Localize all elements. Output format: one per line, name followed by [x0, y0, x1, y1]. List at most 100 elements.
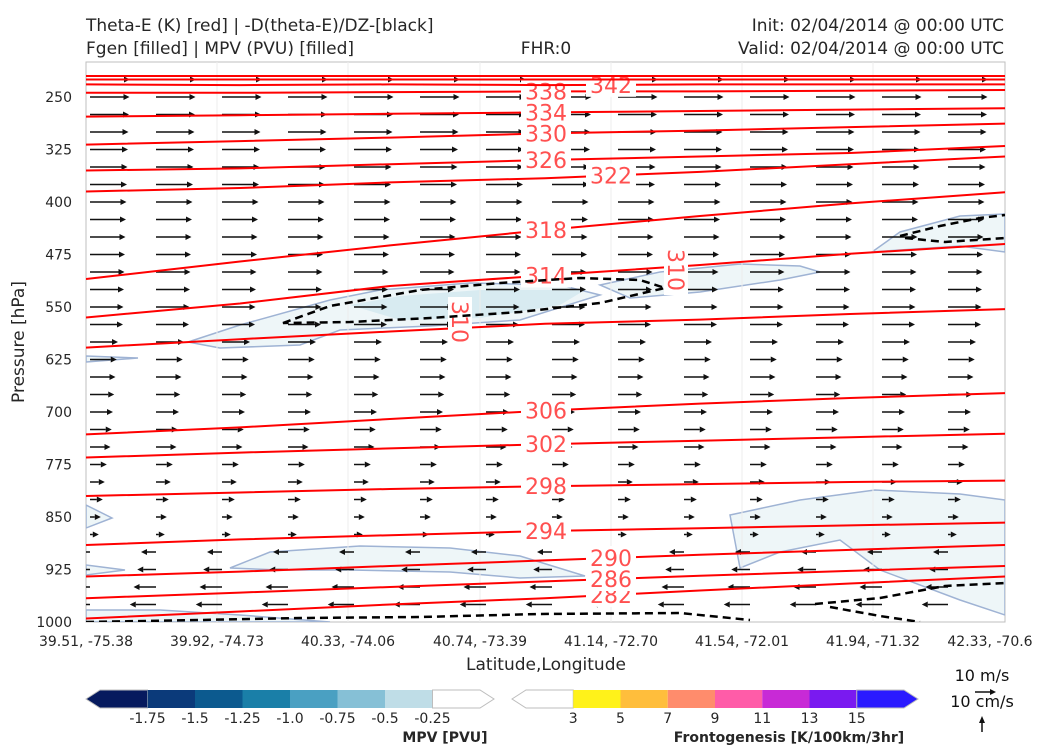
wind-vector	[354, 234, 390, 240]
colorbar-segment	[290, 690, 338, 708]
wind-vector	[420, 129, 459, 135]
contour-label: 322	[590, 165, 632, 190]
wind-vector	[948, 164, 986, 170]
colorbar-tick-label: 9	[711, 711, 720, 727]
wind-vector	[750, 496, 763, 503]
wind-vector	[90, 409, 113, 415]
wind-vector	[816, 426, 838, 433]
fgen-colorbar: 3 5 7 9 11 13 15	[511, 689, 919, 727]
wind-vector	[618, 531, 627, 538]
wind-vector	[90, 146, 128, 153]
wind-vector	[882, 356, 909, 363]
wind-vector	[948, 234, 984, 240]
wind-vector	[684, 374, 710, 380]
theta-e-contour	[86, 155, 1005, 193]
mpv-region	[729, 489, 1005, 616]
wind-vector	[750, 251, 785, 258]
wind-vector	[816, 444, 837, 450]
colorbar-segment	[573, 690, 621, 708]
wind-vector	[948, 286, 982, 293]
wind-vector	[354, 514, 365, 520]
y-tick-label: 700	[45, 405, 72, 421]
wind-vector	[684, 234, 720, 240]
wind-vector	[684, 461, 701, 468]
mpv-region	[86, 564, 126, 576]
wind-vector	[420, 496, 433, 503]
contour-label-bg	[521, 100, 571, 125]
wind-vector	[354, 339, 382, 345]
wind-vector	[816, 461, 833, 468]
wind-vector	[288, 321, 321, 328]
wind-vector	[288, 286, 322, 293]
wind-vector	[222, 129, 261, 135]
wind-vector	[222, 216, 258, 223]
wind-vector	[486, 234, 522, 240]
contour-label-bg	[586, 567, 636, 592]
colorbar-segment	[432, 689, 495, 709]
wind-vector	[618, 304, 652, 310]
colorbar-tick-label: -1.5	[181, 711, 208, 727]
wind-vector	[684, 426, 706, 433]
wind-vector	[156, 374, 182, 380]
wind-vector	[86, 551, 90, 553]
x-tick-label: 39.51, -75.38	[39, 634, 133, 650]
wind-vector	[420, 269, 455, 275]
wind-vector	[288, 444, 309, 450]
wind-vector	[665, 566, 684, 573]
wind-vector	[405, 549, 420, 555]
wind-vector	[882, 496, 895, 503]
wind-vector	[750, 321, 783, 328]
wind-vector	[90, 391, 115, 398]
wind-vector	[797, 566, 816, 573]
wind-vector	[816, 391, 841, 398]
wind-vector	[486, 286, 520, 293]
wind-vector	[86, 568, 90, 571]
wind-vector	[750, 234, 786, 240]
wind-vector	[750, 286, 784, 293]
wind-vector	[882, 514, 893, 520]
wind-vector	[354, 216, 390, 223]
wind-vector	[90, 164, 128, 170]
stability-contour	[814, 581, 1005, 622]
wind-vector	[816, 216, 852, 223]
wind-vector	[684, 111, 723, 118]
wind-vector-key-label: 10 m/s	[955, 666, 1010, 685]
wind-vector	[288, 339, 316, 345]
wind-vector	[723, 601, 750, 608]
wind-vector	[948, 531, 957, 538]
x-tick-label: 42.33, -70.6	[947, 634, 1032, 650]
wind-vector	[750, 514, 761, 520]
wind-vector	[222, 269, 257, 275]
vertical-vector-key-label: 10 cm/s	[950, 692, 1014, 711]
wind-vector	[486, 479, 501, 485]
wind-vector	[420, 146, 458, 153]
y-tick-label: 250	[45, 90, 72, 106]
wind-vector	[354, 164, 392, 170]
x-axis-ticks: 39.51, -75.38 39.92, -74.73 40.33, -74.0…	[39, 634, 1033, 650]
wind-vector	[420, 251, 455, 258]
colorbar-segment	[809, 690, 857, 708]
wind-vector	[261, 601, 288, 608]
wind-vector	[288, 216, 324, 223]
contour-label: 318	[525, 219, 567, 244]
forecast-hour: FHR:0	[521, 39, 571, 59]
wind-vector	[420, 409, 443, 415]
wind-vector	[156, 286, 190, 293]
wind-vector	[684, 356, 711, 363]
wind-vector	[90, 374, 116, 380]
wind-vector	[816, 111, 855, 118]
wind-vector	[669, 549, 684, 555]
wind-vector	[222, 251, 257, 258]
wind-vector	[354, 129, 393, 135]
wind-vector	[684, 181, 721, 188]
wind-vector	[203, 566, 222, 573]
wind-vector	[420, 94, 460, 100]
wind-vector	[684, 339, 712, 345]
contour-label-bg	[521, 518, 571, 543]
wind-vector	[90, 356, 117, 363]
colorbar-segment	[667, 690, 715, 708]
colorbar-segment	[195, 690, 243, 708]
wind-vector	[552, 426, 574, 433]
wind-vector	[618, 409, 641, 415]
wind-vector	[90, 181, 127, 188]
